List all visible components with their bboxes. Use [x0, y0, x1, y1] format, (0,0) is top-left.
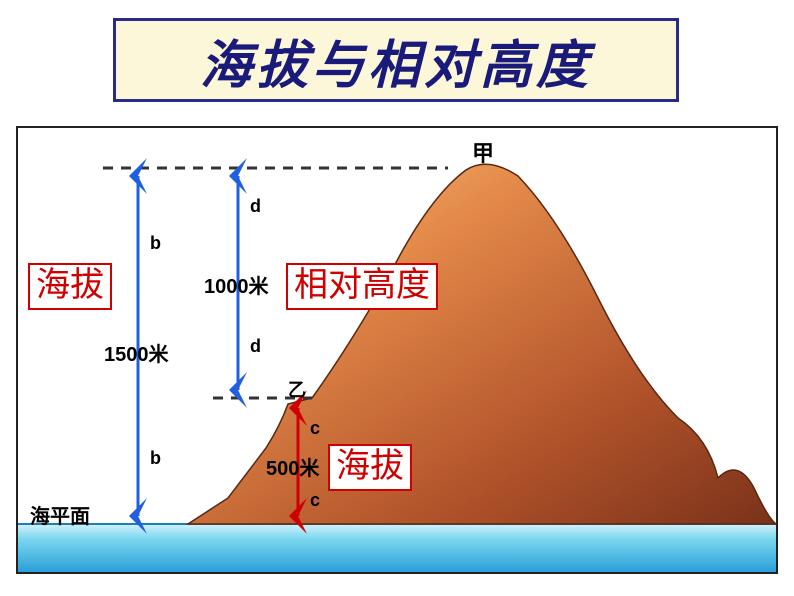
b-lower: b: [150, 448, 161, 469]
sea: [18, 524, 776, 572]
d-upper: d: [250, 196, 261, 217]
b-upper: b: [150, 233, 161, 254]
label-elevation-left: 海拔: [28, 263, 112, 310]
c-upper: c: [310, 418, 320, 439]
label-elevation-bottom: 海拔: [328, 444, 412, 491]
sea-level-label: 海平面: [30, 500, 90, 529]
height-1500: 1500米: [104, 338, 169, 367]
diagram-frame: 甲 乙 海平面 b b d d c c 1500米 1000米 500米 海拔 …: [16, 126, 778, 574]
d-lower: d: [250, 336, 261, 357]
label-relative-height: 相对高度: [286, 263, 438, 310]
height-1000: 1000米: [204, 270, 269, 299]
yi-label: 乙: [288, 376, 306, 402]
height-500: 500米: [266, 452, 319, 481]
c-lower: c: [310, 490, 320, 511]
title-text: 海拔与相对高度: [200, 23, 592, 98]
peak-label: 甲: [472, 136, 494, 168]
title-box: 海拔与相对高度: [113, 18, 679, 102]
